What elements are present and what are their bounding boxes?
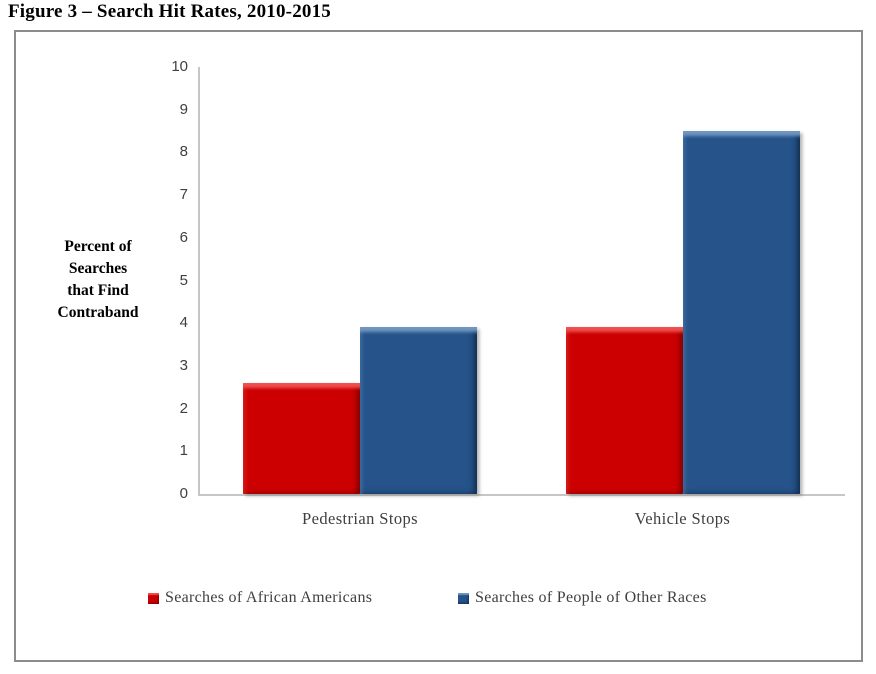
bar-african-americans-vehicle-stops (565, 327, 683, 494)
y-axis-title-line: Percent of (64, 238, 132, 255)
y-tick-label: 4 (179, 314, 188, 332)
x-axis-line (198, 494, 845, 496)
y-tick-label: 9 (179, 100, 188, 118)
y-tick-label: 6 (179, 228, 188, 246)
chart-frame: Percent of Searches that Find Contraband 0 1… (14, 30, 863, 662)
y-axis-title-line: Contraband (57, 304, 139, 321)
y-axis-line (198, 67, 200, 496)
category-label-pedestrian-stops: Pedestrian Stops (302, 509, 418, 528)
bar-african-americans-pedestrian-stops (243, 382, 360, 494)
legend-swatch-icon (458, 592, 469, 604)
legend-swatch-icon (148, 592, 159, 604)
legend-label: Searches of African Americans (165, 589, 373, 606)
legend-label: Searches of People of Other Races (475, 589, 707, 606)
figure-title: Figure 3 – Search Hit Rates, 2010-2015 (8, 1, 332, 22)
y-tick-label: 8 (179, 143, 188, 161)
chart-legend: Searches of African Americans Searches of… (16, 588, 861, 608)
bar-other-races-pedestrian-stops (360, 327, 477, 494)
legend-item: Searches of African Americans (148, 588, 372, 608)
y-axis-title-line: Searches (68, 260, 128, 277)
y-tick-label: 2 (179, 399, 188, 417)
plot-area: Percent of Searches that Find Contraband 0 1… (16, 32, 861, 660)
bar-other-races-vehicle-stops (682, 131, 800, 494)
y-tick-label: 3 (179, 356, 188, 374)
y-axis-title: Percent of Searches that Find Contraband (32, 236, 164, 324)
legend-item: Searches of People of Other Races (458, 588, 707, 608)
y-axis-title-line: that Find (67, 282, 129, 299)
y-tick-label: 0 (179, 485, 188, 502)
y-tick-label: 10 (171, 58, 188, 75)
category-label-vehicle-stops: Vehicle Stops (634, 509, 731, 528)
y-tick-label: 5 (179, 271, 188, 289)
y-tick-label: 1 (179, 442, 188, 460)
y-tick-label: 7 (179, 186, 188, 204)
